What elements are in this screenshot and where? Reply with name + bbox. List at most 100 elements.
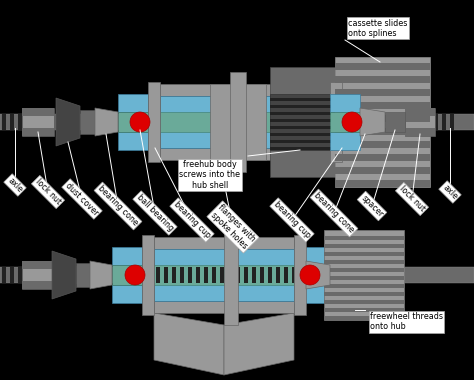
Bar [275,94,330,150]
Bar [324,230,404,320]
Bar [0,267,100,283]
Bar [335,154,430,161]
Bar [50,114,54,130]
Bar [386,114,390,130]
Bar [394,114,398,130]
Bar [418,114,422,130]
Bar [335,57,430,187]
Bar [212,267,216,283]
Bar [324,244,404,248]
Circle shape [342,112,362,132]
Bar [335,102,430,109]
Bar [58,114,62,130]
Bar [66,114,70,130]
Circle shape [125,265,145,285]
Bar [108,267,112,283]
Bar [330,82,342,162]
Polygon shape [112,285,142,303]
Bar [112,265,142,285]
Bar [308,267,312,283]
Bar [335,167,430,174]
Bar [324,292,404,296]
Bar [275,150,330,160]
Bar [90,267,474,283]
Bar [228,267,232,283]
Bar [316,267,320,283]
Bar [22,281,52,289]
Text: lock nut: lock nut [34,177,63,207]
Bar [90,267,94,283]
Bar [22,128,54,136]
Bar [66,267,70,283]
Bar [324,308,404,312]
Polygon shape [112,247,142,265]
Polygon shape [56,98,80,146]
Bar [405,128,435,136]
Bar [270,105,335,108]
Polygon shape [95,108,118,136]
Bar [324,268,404,272]
Bar [236,267,240,283]
Bar [92,267,96,283]
Bar [42,114,46,130]
Polygon shape [118,132,148,150]
Bar [22,261,52,289]
Bar [154,249,294,301]
Bar [410,114,414,130]
Text: bearing cone: bearing cone [312,191,356,235]
Bar [142,235,154,315]
Bar [324,284,404,288]
Bar [106,114,110,130]
Bar [154,301,294,313]
Bar [402,114,406,130]
Bar [370,114,374,130]
Bar [324,316,404,320]
Bar [270,140,335,143]
Bar [324,267,328,283]
Bar [270,126,335,129]
Bar [22,108,54,136]
Bar [335,89,430,96]
Bar [324,300,404,304]
Bar [98,114,102,130]
Bar [330,112,360,132]
Bar [100,267,104,283]
Bar [252,267,256,283]
Bar [116,267,120,283]
Bar [450,114,454,130]
Bar [442,114,446,130]
Bar [156,267,160,283]
Polygon shape [306,261,330,289]
Bar [405,108,435,116]
Bar [362,114,366,130]
Bar [188,267,192,283]
Polygon shape [360,108,385,136]
Bar [335,141,430,148]
Text: bearing cone: bearing cone [96,184,140,228]
Bar [160,112,275,132]
Bar [42,267,46,283]
Polygon shape [294,285,324,303]
Bar [160,148,275,160]
Circle shape [300,265,320,285]
Bar [405,108,435,136]
Bar [300,267,304,283]
Bar [434,114,438,130]
Bar [2,267,6,283]
Bar [140,267,144,283]
Bar [26,267,30,283]
Bar [74,114,78,130]
Text: axle: axle [6,176,24,194]
Bar [34,114,38,130]
Bar [196,267,200,283]
Bar [26,114,30,130]
Text: lock nut: lock nut [398,184,427,214]
Bar [378,114,382,130]
Text: bearing cup: bearing cup [172,200,212,240]
Bar [80,110,95,134]
Bar [335,180,430,187]
Bar [160,96,275,148]
Text: dust cover: dust cover [64,181,100,217]
Text: freewheel threads
onto hub: freewheel threads onto hub [370,312,443,331]
Bar [148,267,152,283]
